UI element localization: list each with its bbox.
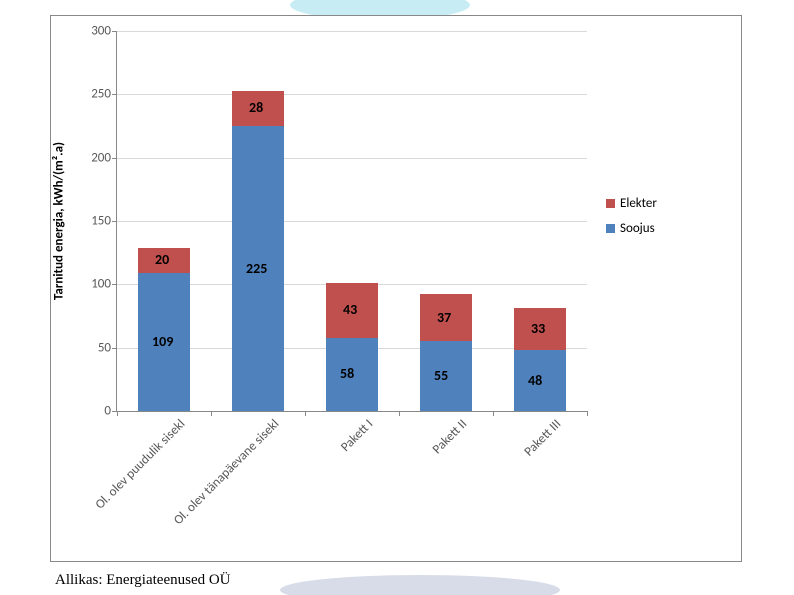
y-axis-title: Tarnitud energia, kWh/(m².a)	[52, 142, 67, 300]
legend-swatch-soojus	[606, 224, 615, 233]
ytick-mark	[112, 31, 117, 32]
data-label-soojus: 48	[528, 372, 542, 389]
data-label-elekter: 43	[343, 301, 357, 318]
decorative-ellipse-bottom	[280, 575, 560, 595]
xtick-mark	[211, 411, 212, 416]
ytick-label: 100	[91, 277, 111, 292]
ytick-label: 200	[91, 150, 111, 165]
data-label-soojus: 109	[152, 333, 173, 350]
legend-label-soojus: Soojus	[620, 221, 655, 236]
xtick-mark	[587, 411, 588, 416]
gridline	[117, 31, 587, 32]
ytick-label: 250	[91, 87, 111, 102]
ytick-mark	[112, 284, 117, 285]
data-label-elekter: 37	[437, 309, 451, 326]
ytick-label: 0	[104, 404, 111, 419]
xtick-mark	[399, 411, 400, 416]
xtick-mark	[305, 411, 306, 416]
legend-item-elekter: Elekter	[606, 196, 657, 211]
chart-frame: Tarnitud energia, kWh/(m².a) 0 50 100 150 20…	[50, 15, 742, 562]
data-label-soojus: 225	[246, 260, 267, 277]
ytick-mark	[112, 221, 117, 222]
data-label-elekter: 28	[249, 99, 263, 116]
legend-item-soojus: Soojus	[606, 221, 657, 236]
ytick-mark	[112, 94, 117, 95]
ytick-mark	[112, 158, 117, 159]
data-label-soojus: 55	[434, 367, 448, 384]
legend-label-elekter: Elekter	[620, 196, 657, 211]
source-text: Allikas: Energiateenused OÜ	[55, 572, 231, 589]
plot-area: Tarnitud energia, kWh/(m².a) 05010015020…	[116, 31, 587, 412]
data-label-elekter: 33	[531, 320, 545, 337]
gridline	[117, 221, 587, 222]
xtick-mark	[117, 411, 118, 416]
xtick-mark	[493, 411, 494, 416]
gridline	[117, 94, 587, 95]
legend-swatch-elekter	[606, 199, 615, 208]
ytick-label: 50	[98, 340, 111, 355]
ytick-label: 150	[91, 214, 111, 229]
ytick-mark	[112, 348, 117, 349]
data-label-soojus: 58	[340, 365, 354, 382]
ytick-label: 300	[91, 24, 111, 39]
data-label-elekter: 20	[155, 251, 169, 268]
xtick-label: Ol. olev puudulik sisekl	[31, 411, 189, 569]
legend: Elekter Soojus	[606, 196, 657, 246]
gridline	[117, 158, 587, 159]
